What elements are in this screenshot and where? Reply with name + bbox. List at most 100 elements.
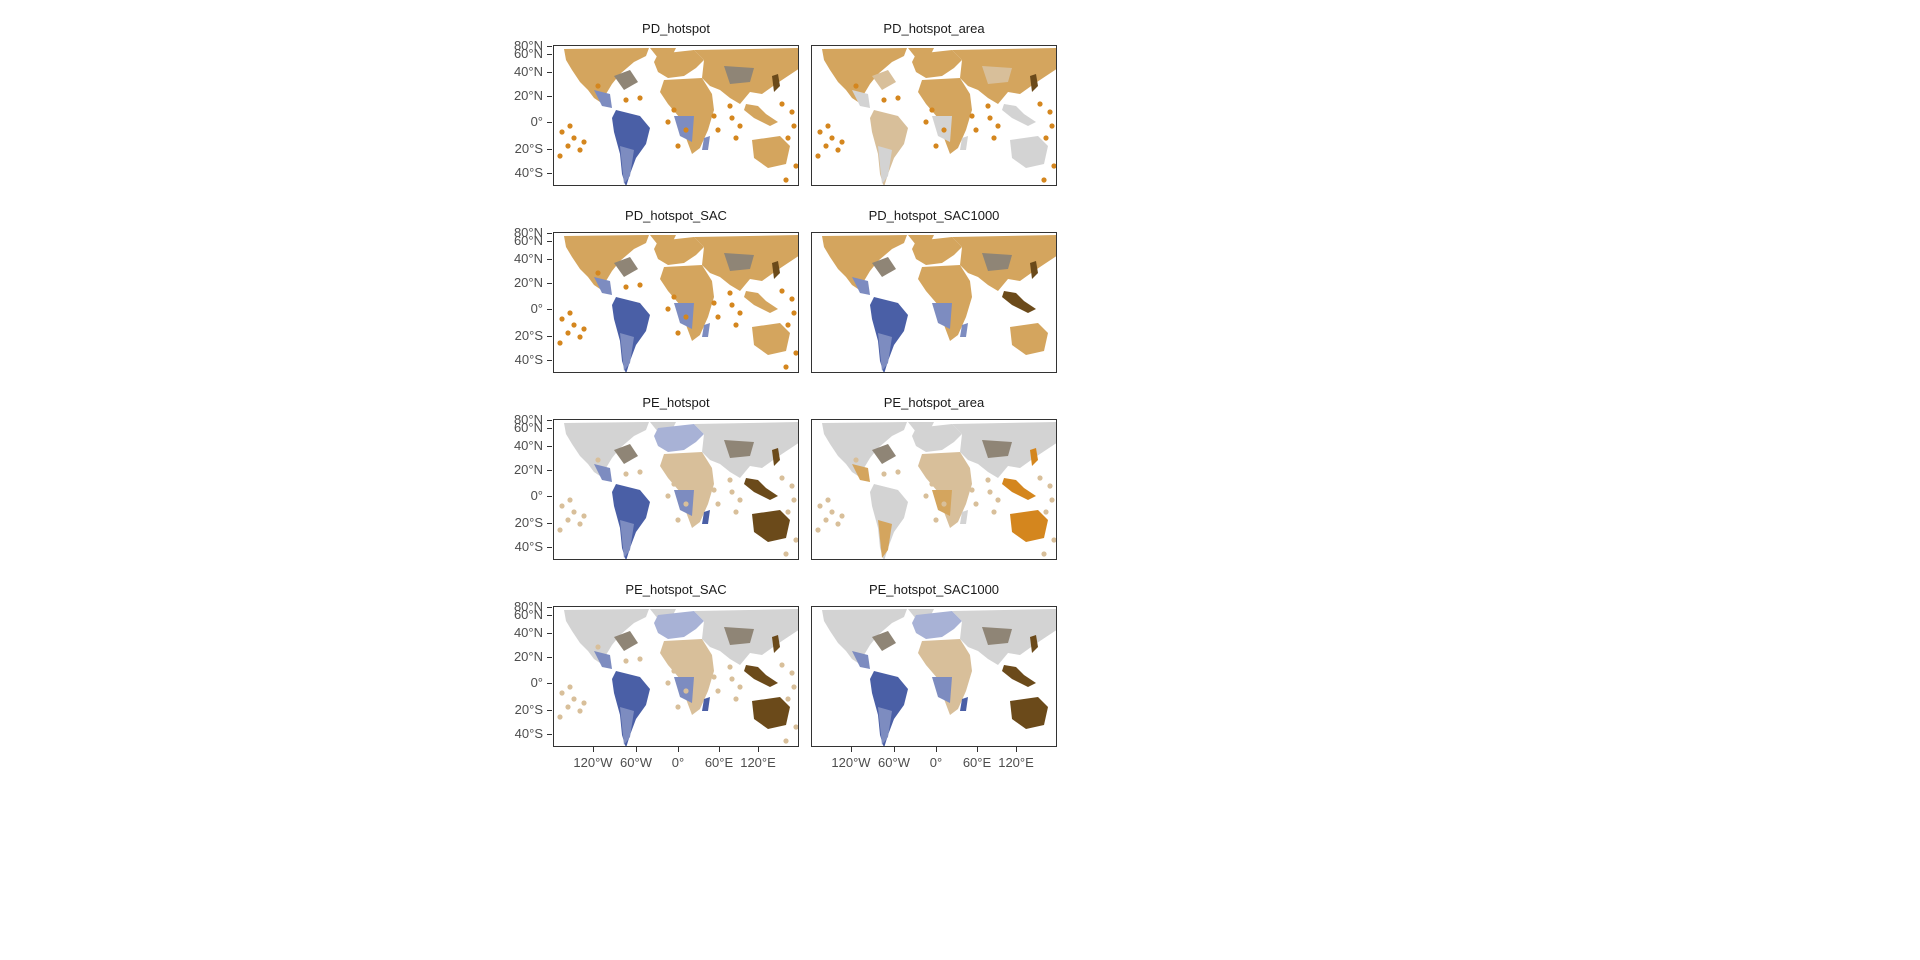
y-axis-tick bbox=[547, 657, 552, 658]
island-marker bbox=[565, 517, 571, 523]
y-axis-tick bbox=[547, 46, 552, 47]
island-marker bbox=[969, 487, 975, 493]
europe-region bbox=[912, 611, 962, 639]
island-marker bbox=[683, 314, 689, 320]
y-axis-label: 40°N bbox=[513, 64, 543, 79]
north-america-east-region bbox=[872, 631, 896, 651]
central-america-region bbox=[852, 651, 870, 669]
island-marker bbox=[715, 688, 721, 694]
panel-title-pe-hotspot-sac1000: PE_hotspot_SAC1000 bbox=[868, 582, 1000, 597]
island-marker bbox=[1041, 177, 1047, 183]
island-marker bbox=[733, 509, 739, 515]
central-africa-region bbox=[932, 303, 952, 329]
north-america-region bbox=[822, 422, 907, 476]
island-marker bbox=[683, 501, 689, 507]
y-axis-label: 0° bbox=[530, 301, 543, 316]
island-marker bbox=[711, 674, 717, 680]
europe-region bbox=[912, 237, 962, 265]
island-marker bbox=[789, 296, 795, 302]
y-axis-tick bbox=[547, 122, 552, 123]
island-marker bbox=[571, 509, 577, 515]
island-marker bbox=[675, 517, 681, 523]
south-america-south-region bbox=[620, 707, 634, 745]
southeast-asia-region bbox=[1002, 478, 1036, 500]
europe-region bbox=[654, 50, 704, 78]
x-axis-label: 0° bbox=[929, 755, 943, 770]
island-marker bbox=[1049, 497, 1055, 503]
southeast-asia-region bbox=[744, 104, 778, 126]
island-marker bbox=[835, 521, 841, 527]
y-axis-tick bbox=[547, 615, 552, 616]
island-marker bbox=[567, 310, 573, 316]
y-axis-label: 60°N bbox=[513, 420, 543, 435]
south-america-region bbox=[612, 671, 650, 746]
island-marker bbox=[675, 704, 681, 710]
island-marker bbox=[817, 129, 823, 135]
island-marker bbox=[665, 119, 671, 125]
island-marker bbox=[711, 300, 717, 306]
y-axis-tick bbox=[547, 173, 552, 174]
south-america-region bbox=[612, 297, 650, 372]
map-panel-pd-hotspot bbox=[553, 45, 799, 186]
south-america-region bbox=[870, 297, 908, 372]
island-marker bbox=[783, 364, 789, 370]
island-marker bbox=[637, 95, 643, 101]
x-axis-label: 60°E bbox=[962, 755, 992, 770]
island-marker bbox=[581, 326, 587, 332]
island-marker bbox=[991, 509, 997, 515]
panel-title-pd-hotspot-sac: PD_hotspot_SAC bbox=[625, 208, 727, 223]
island-marker bbox=[1047, 109, 1053, 115]
x-axis-label: 0° bbox=[671, 755, 685, 770]
island-marker bbox=[815, 153, 821, 159]
y-axis-label: 80°N bbox=[513, 225, 543, 240]
y-axis-tick bbox=[547, 283, 552, 284]
y-axis-label: 0° bbox=[530, 675, 543, 690]
x-axis-tick bbox=[758, 747, 759, 752]
island-marker bbox=[839, 513, 845, 519]
island-marker bbox=[565, 330, 571, 336]
island-marker bbox=[737, 684, 743, 690]
island-marker bbox=[783, 177, 789, 183]
x-axis-tick bbox=[719, 747, 720, 752]
y-axis-label: 40°S bbox=[514, 539, 543, 554]
japan-region bbox=[772, 635, 780, 653]
map-panel-pe-hotspot-area bbox=[811, 419, 1057, 560]
island-marker bbox=[595, 457, 601, 463]
australia-region bbox=[752, 323, 790, 355]
x-axis-label: 120°W bbox=[573, 755, 613, 770]
y-axis-tick bbox=[547, 523, 552, 524]
island-marker bbox=[565, 704, 571, 710]
island-marker bbox=[571, 322, 577, 328]
panel-title-pd-hotspot-sac1000: PD_hotspot_SAC1000 bbox=[868, 208, 1000, 223]
x-axis-label: 60°E bbox=[704, 755, 734, 770]
north-america-region bbox=[564, 422, 649, 476]
island-marker bbox=[665, 680, 671, 686]
island-marker bbox=[665, 306, 671, 312]
north-america-east-region bbox=[872, 444, 896, 464]
central-asia-region bbox=[982, 253, 1012, 271]
island-marker bbox=[737, 497, 743, 503]
australia-region bbox=[752, 136, 790, 168]
island-marker bbox=[793, 724, 798, 730]
island-marker bbox=[567, 497, 573, 503]
map-panel-pe-hotspot bbox=[553, 419, 799, 560]
island-marker bbox=[1043, 509, 1049, 515]
island-marker bbox=[671, 294, 677, 300]
south-america-region bbox=[612, 110, 650, 185]
y-axis-label: 40°N bbox=[513, 438, 543, 453]
y-axis-label: 20°N bbox=[513, 88, 543, 103]
island-marker bbox=[785, 509, 791, 515]
island-marker bbox=[729, 489, 735, 495]
north-america-east-region bbox=[872, 257, 896, 277]
panel-title-pe-hotspot: PE_hotspot bbox=[642, 395, 710, 410]
map-panel-pe-hotspot-sac1000 bbox=[811, 606, 1057, 747]
y-axis-label: 0° bbox=[530, 114, 543, 129]
southeast-asia-region bbox=[744, 291, 778, 313]
north-america-east-region bbox=[614, 70, 638, 90]
island-marker bbox=[557, 153, 563, 159]
central-america-region bbox=[852, 90, 870, 108]
island-marker bbox=[581, 139, 587, 145]
x-axis-tick bbox=[1016, 747, 1017, 752]
world-map-pe-hotspot-sac1000 bbox=[822, 609, 1056, 746]
south-america-south-region bbox=[878, 333, 892, 371]
